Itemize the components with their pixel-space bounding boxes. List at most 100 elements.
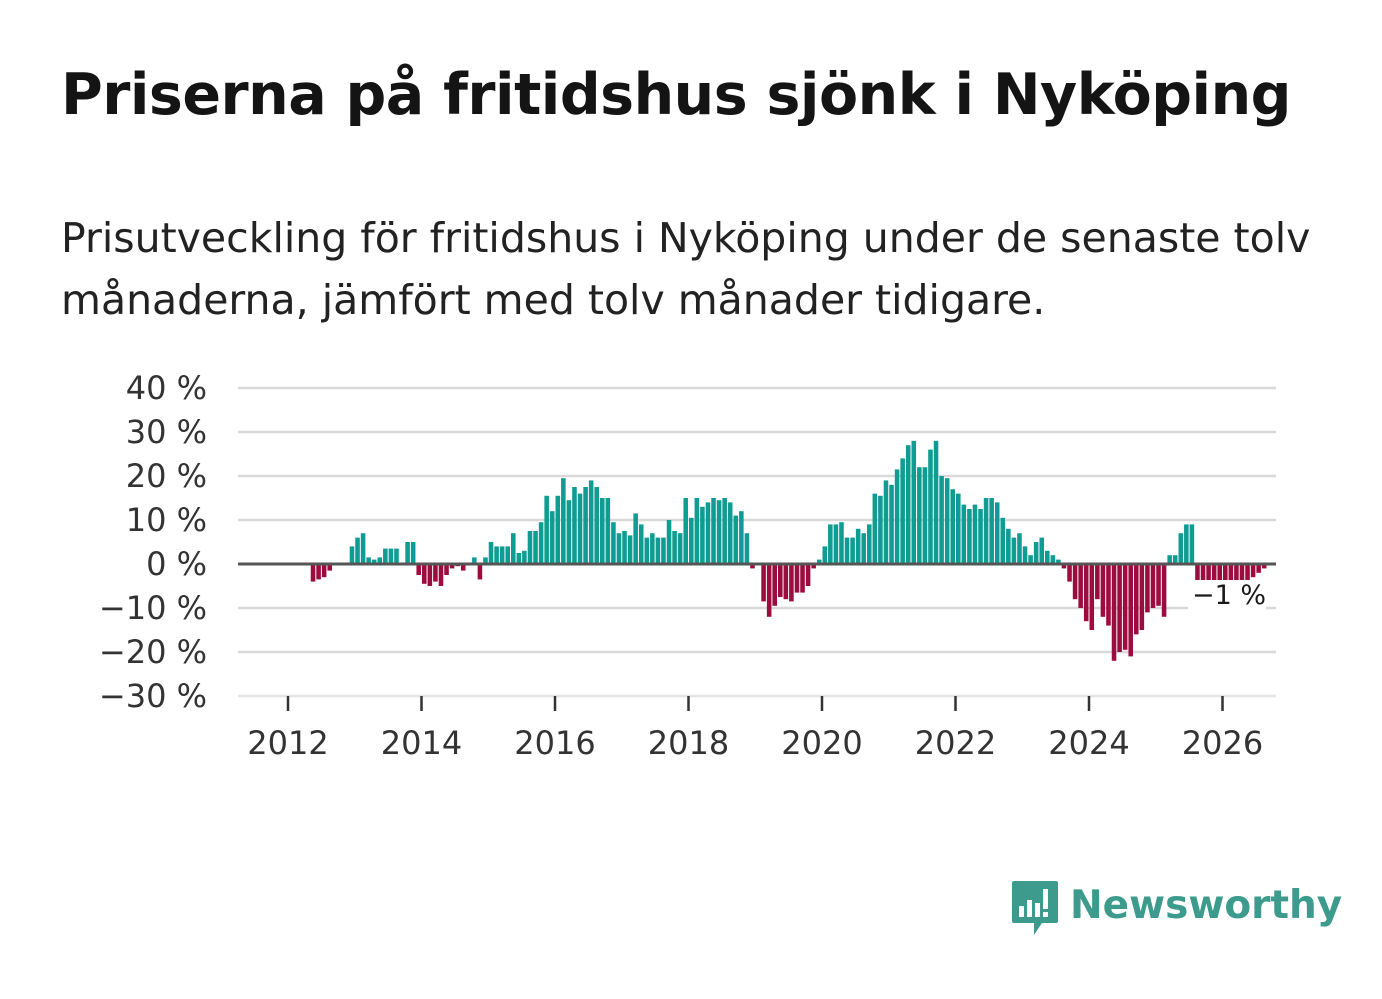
bar xyxy=(511,533,516,564)
tick-labels: 40 % 30 % 20 % 10 % 0 % −10 % −20 % −30 % 2012 20… xyxy=(99,369,1266,762)
bar xyxy=(638,524,644,564)
bar xyxy=(499,546,505,564)
bar xyxy=(460,564,466,571)
bar xyxy=(811,564,816,569)
bar xyxy=(561,478,566,564)
bar xyxy=(939,476,944,564)
x-tick-label: 2014 xyxy=(381,724,462,762)
chart-title: Priserna på fritidshus sjönk i Nyköping xyxy=(61,62,1291,128)
bar xyxy=(928,449,933,564)
bar xyxy=(1106,564,1111,626)
bar xyxy=(566,500,572,564)
bar xyxy=(327,564,332,571)
bar xyxy=(627,535,633,564)
bar xyxy=(1083,564,1089,622)
bar xyxy=(1011,537,1017,564)
bar xyxy=(611,522,616,564)
bar xyxy=(594,487,599,564)
bar xyxy=(1145,564,1150,613)
axes xyxy=(238,562,1276,711)
bar xyxy=(983,498,989,564)
bar xyxy=(816,559,822,564)
bar xyxy=(889,484,894,564)
bar xyxy=(972,504,978,564)
bar xyxy=(633,513,638,564)
bar xyxy=(822,546,828,564)
y-tick-label: −20 % xyxy=(99,633,207,671)
bar xyxy=(1089,564,1095,630)
bar xyxy=(1056,559,1061,564)
x-tick-label: 2020 xyxy=(781,724,862,762)
bar xyxy=(383,548,388,564)
bar xyxy=(855,528,861,564)
bar xyxy=(950,489,955,564)
bar xyxy=(1195,564,1200,586)
bar xyxy=(1067,564,1072,582)
bar xyxy=(1061,564,1067,569)
bar xyxy=(689,517,694,564)
bar xyxy=(828,524,833,564)
bar-chart: 40 % 30 % 20 % 10 % 0 % −10 % −20 % −30 % 2012 20… xyxy=(99,369,1276,762)
bar xyxy=(1050,555,1056,564)
bar xyxy=(783,564,789,600)
bar xyxy=(1117,564,1122,652)
end-label-bg xyxy=(1188,580,1266,612)
bar xyxy=(772,564,777,606)
y-tick-label: −10 % xyxy=(99,589,207,627)
bar xyxy=(1134,564,1139,635)
x-tick-label: 2026 xyxy=(1182,724,1263,762)
bar xyxy=(744,533,750,564)
bar xyxy=(449,564,455,569)
bar xyxy=(800,564,805,593)
x-tick-label: 2024 xyxy=(1048,724,1129,762)
bar xyxy=(833,524,839,564)
bar xyxy=(716,500,722,564)
bar xyxy=(722,498,727,564)
bar xyxy=(1189,524,1195,564)
bar xyxy=(616,533,622,564)
bar xyxy=(488,542,494,564)
bar xyxy=(494,546,499,564)
bar xyxy=(483,557,488,564)
bar xyxy=(711,498,716,564)
bar xyxy=(672,531,677,564)
bar xyxy=(355,537,360,564)
bar xyxy=(1139,564,1145,630)
bar xyxy=(661,537,666,564)
bar xyxy=(522,550,527,564)
bar xyxy=(839,522,844,564)
bar xyxy=(794,564,800,593)
bar xyxy=(750,564,755,569)
bar xyxy=(477,564,483,580)
bar xyxy=(405,542,410,564)
bar xyxy=(371,559,377,564)
newsworthy-logo[interactable]: Newsworthy xyxy=(1010,878,1342,940)
bar xyxy=(683,498,688,564)
bar xyxy=(1022,546,1028,564)
bar xyxy=(433,564,438,582)
x-tick-label: 2022 xyxy=(915,724,996,762)
bar xyxy=(1234,564,1239,595)
bar xyxy=(388,548,394,564)
bar xyxy=(321,564,327,578)
bar xyxy=(655,537,661,564)
bar xyxy=(1128,564,1133,657)
bar xyxy=(805,564,811,586)
bar xyxy=(1006,528,1011,564)
bar xyxy=(933,440,939,564)
bar xyxy=(905,445,911,564)
bar xyxy=(739,511,744,564)
bar xyxy=(366,557,371,564)
bar xyxy=(1200,564,1206,586)
bar xyxy=(438,564,444,586)
bar xyxy=(416,564,421,575)
bar xyxy=(1256,564,1261,573)
bar xyxy=(1156,564,1161,606)
bar xyxy=(1028,555,1033,564)
bar xyxy=(427,564,433,586)
bar xyxy=(377,557,383,564)
bar xyxy=(505,546,510,564)
bar xyxy=(1122,564,1128,650)
bar xyxy=(549,511,555,564)
y-tick-label: 20 % xyxy=(126,457,207,495)
